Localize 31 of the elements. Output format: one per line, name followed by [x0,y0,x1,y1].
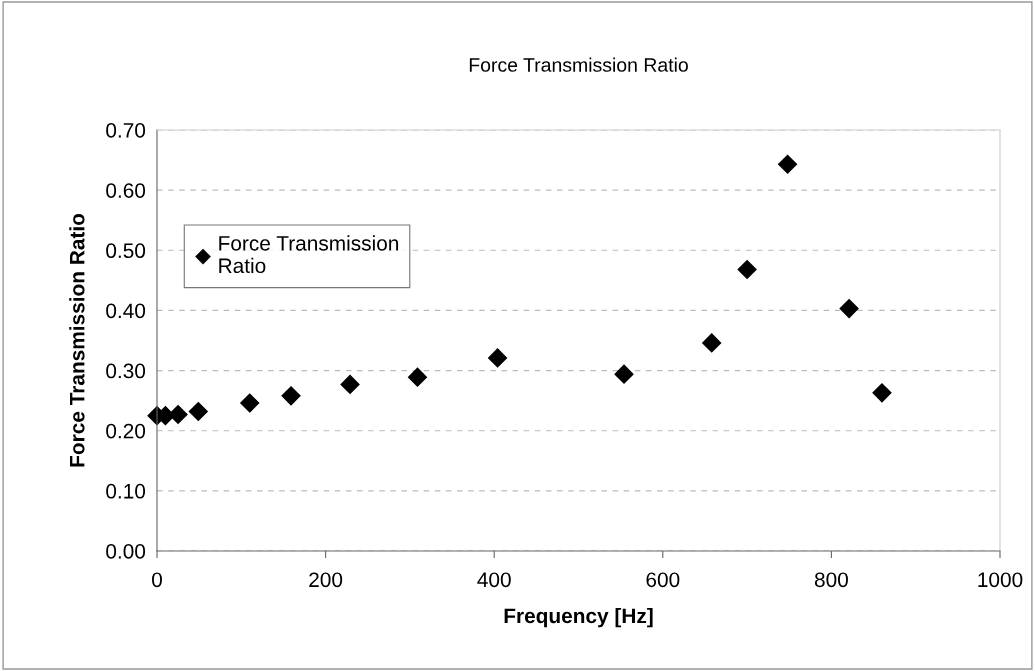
y-tick-label: 0.50 [106,243,146,259]
point [240,393,260,413]
x-tick-label: 800 [814,572,848,588]
point [872,383,892,403]
point [188,401,208,422]
point [168,404,188,425]
point [340,374,360,394]
y-tick-label: 0.40 [106,303,146,319]
point [488,348,508,368]
y-axis-title: Force Transmission Ratio [69,213,85,467]
x-tick-label: 1000 [978,572,1023,588]
x-tick-label: 400 [477,572,511,588]
point [407,367,428,387]
x-axis-title: Frequency [Hz] [504,607,653,628]
point [614,364,634,384]
point [702,333,722,353]
chart-title: Force Transmission Ratio [469,57,688,72]
y-tick-label: 0.30 [106,363,146,379]
y-tick-label: 0.70 [106,123,146,138]
y-tick-label: 0.00 [106,544,146,559]
y-tick-label: 0.10 [106,483,146,499]
point [737,259,757,280]
legend-label: Force Transmission Ratio [219,235,399,274]
y-tick-label: 0.20 [106,423,146,439]
point [281,386,301,406]
x-tick-label: 600 [646,572,680,588]
point [839,299,859,319]
point [778,154,798,174]
x-tick-label: 0 [152,572,162,588]
x-tick-label: 200 [309,572,343,588]
y-tick-label: 0.60 [106,183,146,198]
